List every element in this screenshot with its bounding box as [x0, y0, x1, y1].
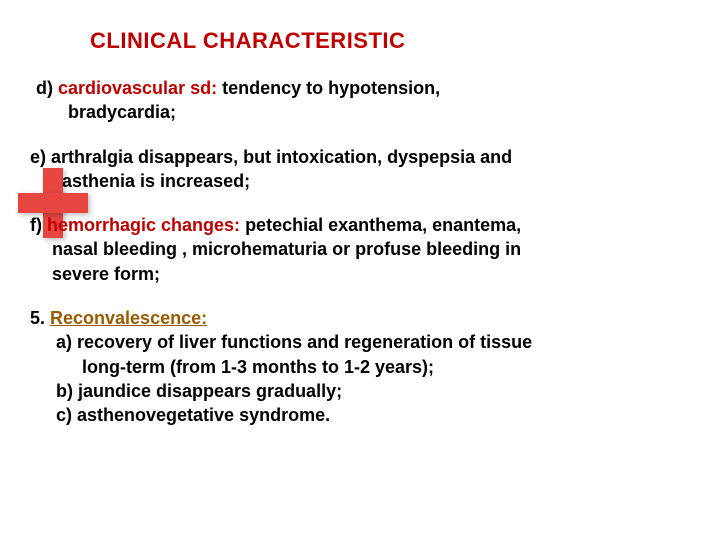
item-d-label: cardiovascular sd:: [58, 78, 222, 98]
item-d-text1: tendency to hypotension,: [222, 78, 440, 98]
section-5-a2: long-term (from 1-3 months to 1-2 years)…: [30, 355, 690, 379]
item-e-marker: e): [30, 147, 51, 167]
item-d-marker: d): [36, 78, 58, 98]
item-e: e) arthralgia disappears, but intoxicati…: [30, 145, 690, 194]
slide-title: CLINICAL CHARACTERISTIC: [90, 28, 690, 54]
slide-content: CLINICAL CHARACTERISTIC d) cardiovascula…: [0, 0, 720, 428]
section-5-marker: 5.: [30, 308, 50, 328]
item-f-text1: petechial exanthema, enantema,: [245, 215, 521, 235]
item-d: d) cardiovascular sd: tendency to hypote…: [30, 76, 690, 125]
item-f-text2: nasal bleeding , microhematuria or profu…: [30, 237, 690, 261]
section-5-a1: a) recovery of liver functions and regen…: [30, 330, 690, 354]
item-f: f) hemorrhagic changes: petechial exanth…: [30, 213, 690, 286]
item-f-marker: f): [30, 215, 47, 235]
item-f-label: hemorrhagic changes:: [47, 215, 245, 235]
section-5-c: c) asthenovegetative syndrome.: [30, 403, 690, 427]
item-e-text1: arthralgia disappears, but intoxication,…: [51, 147, 512, 167]
item-e-text2: asthenia is increased;: [30, 169, 690, 193]
item-d-text2: bradycardia;: [36, 100, 690, 124]
section-5: 5. Reconvalescence: a) recovery of liver…: [30, 306, 690, 427]
section-5-label: Reconvalescence:: [50, 308, 207, 328]
section-5-b: b) jaundice disappears gradually;: [30, 379, 690, 403]
item-f-text3: severe form;: [30, 262, 690, 286]
